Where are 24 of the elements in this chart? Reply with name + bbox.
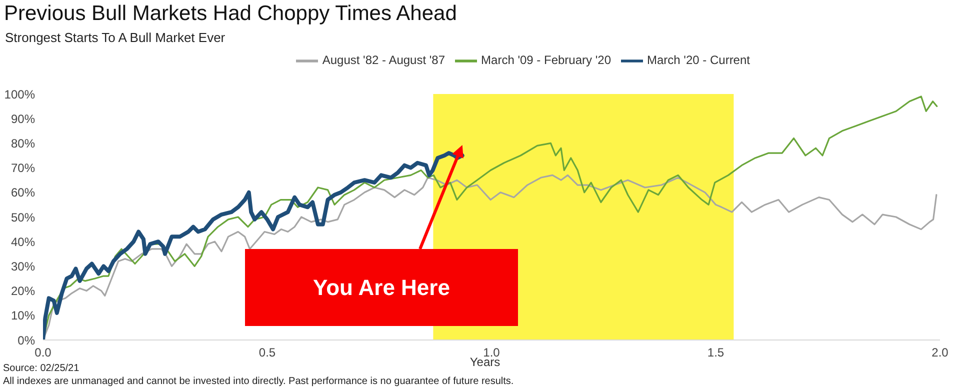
y-tick-label: 0% [18,333,36,348]
chart-title: Previous Bull Markets Had Choppy Times Ahead [4,2,457,26]
y-tick-label: 70% [10,161,36,176]
y-tick-label: 30% [10,259,36,274]
legend-label: August '82 - August '87 [322,53,446,68]
y-tick-label: 90% [10,112,36,126]
legend-label: March '09 - February '20 [481,53,611,68]
annotation: You Are Here [313,274,450,300]
source-note: Source: 02/25/21 [3,363,80,374]
x-tick-label: 1.5 [707,346,724,360]
x-tick-label: 0.5 [258,346,276,360]
text: All indexes are unmanaged and cannot be invested into directly. Past performance is no guarantee of future results. [3,376,514,387]
y-tick-label: 100% [4,87,36,102]
y-tick-label: 20% [10,284,36,298]
y-tick-label: 40% [10,234,36,249]
y-tick-label: 60% [10,186,36,200]
x-tick-label: 0.0 [34,346,52,360]
y-tick-label: 50% [10,210,36,224]
y-tick-label: 80% [10,136,36,150]
chart-subtitle: Strongest Starts To A Bull Market Ever [5,30,226,45]
legend-label: March '20 - Current [647,53,750,68]
y-tick-label: 10% [10,308,36,323]
callout-box: You Are Here [245,249,518,326]
x-tick-label: 2.0 [932,346,949,360]
